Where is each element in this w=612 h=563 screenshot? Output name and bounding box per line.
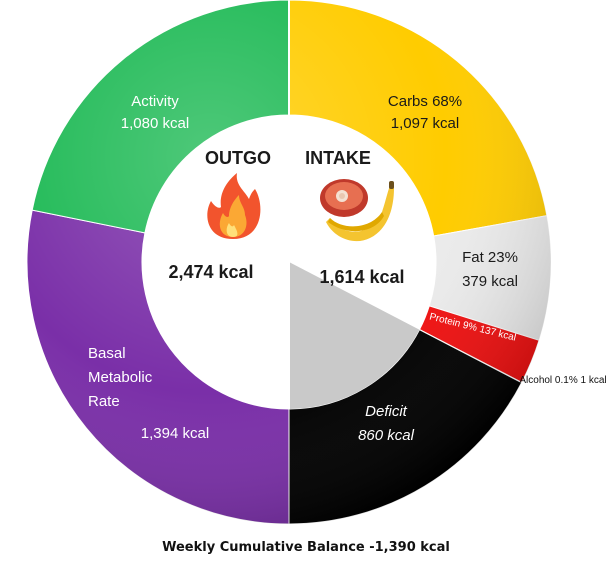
intake-total: 1,614 kcal: [319, 267, 404, 287]
value-deficit: 860 kcal: [358, 427, 415, 444]
label-deficit: Deficit: [365, 403, 408, 420]
label-bmr: Metabolic: [88, 369, 153, 386]
label-carbs: Carbs 68%: [388, 93, 462, 110]
label-bmr: Rate: [88, 393, 120, 410]
label-fat: Fat 23%: [462, 249, 518, 266]
food-icon: [320, 179, 394, 242]
chart-footer: Weekly Cumulative Balance -1,390 kcal: [162, 540, 450, 555]
value-fat: 379 kcal: [462, 273, 518, 290]
label-alcohol: Alcohol 0.1% 1 kcal: [519, 375, 606, 386]
value-bmr: 1,394 kcal: [141, 425, 209, 442]
value-carbs: 1,097 kcal: [391, 115, 459, 132]
icons: [207, 173, 394, 242]
intake-title: INTAKE: [305, 148, 371, 168]
outgo-title: OUTGO: [205, 148, 271, 168]
value-activity: 1,080 kcal: [121, 115, 189, 132]
deficit-inner-wedge: [289, 262, 420, 409]
label-activity: Activity: [131, 93, 179, 110]
flame-icon: [207, 173, 261, 239]
outgo-total: 2,474 kcal: [168, 262, 253, 282]
label-bmr: Basal: [88, 345, 126, 362]
